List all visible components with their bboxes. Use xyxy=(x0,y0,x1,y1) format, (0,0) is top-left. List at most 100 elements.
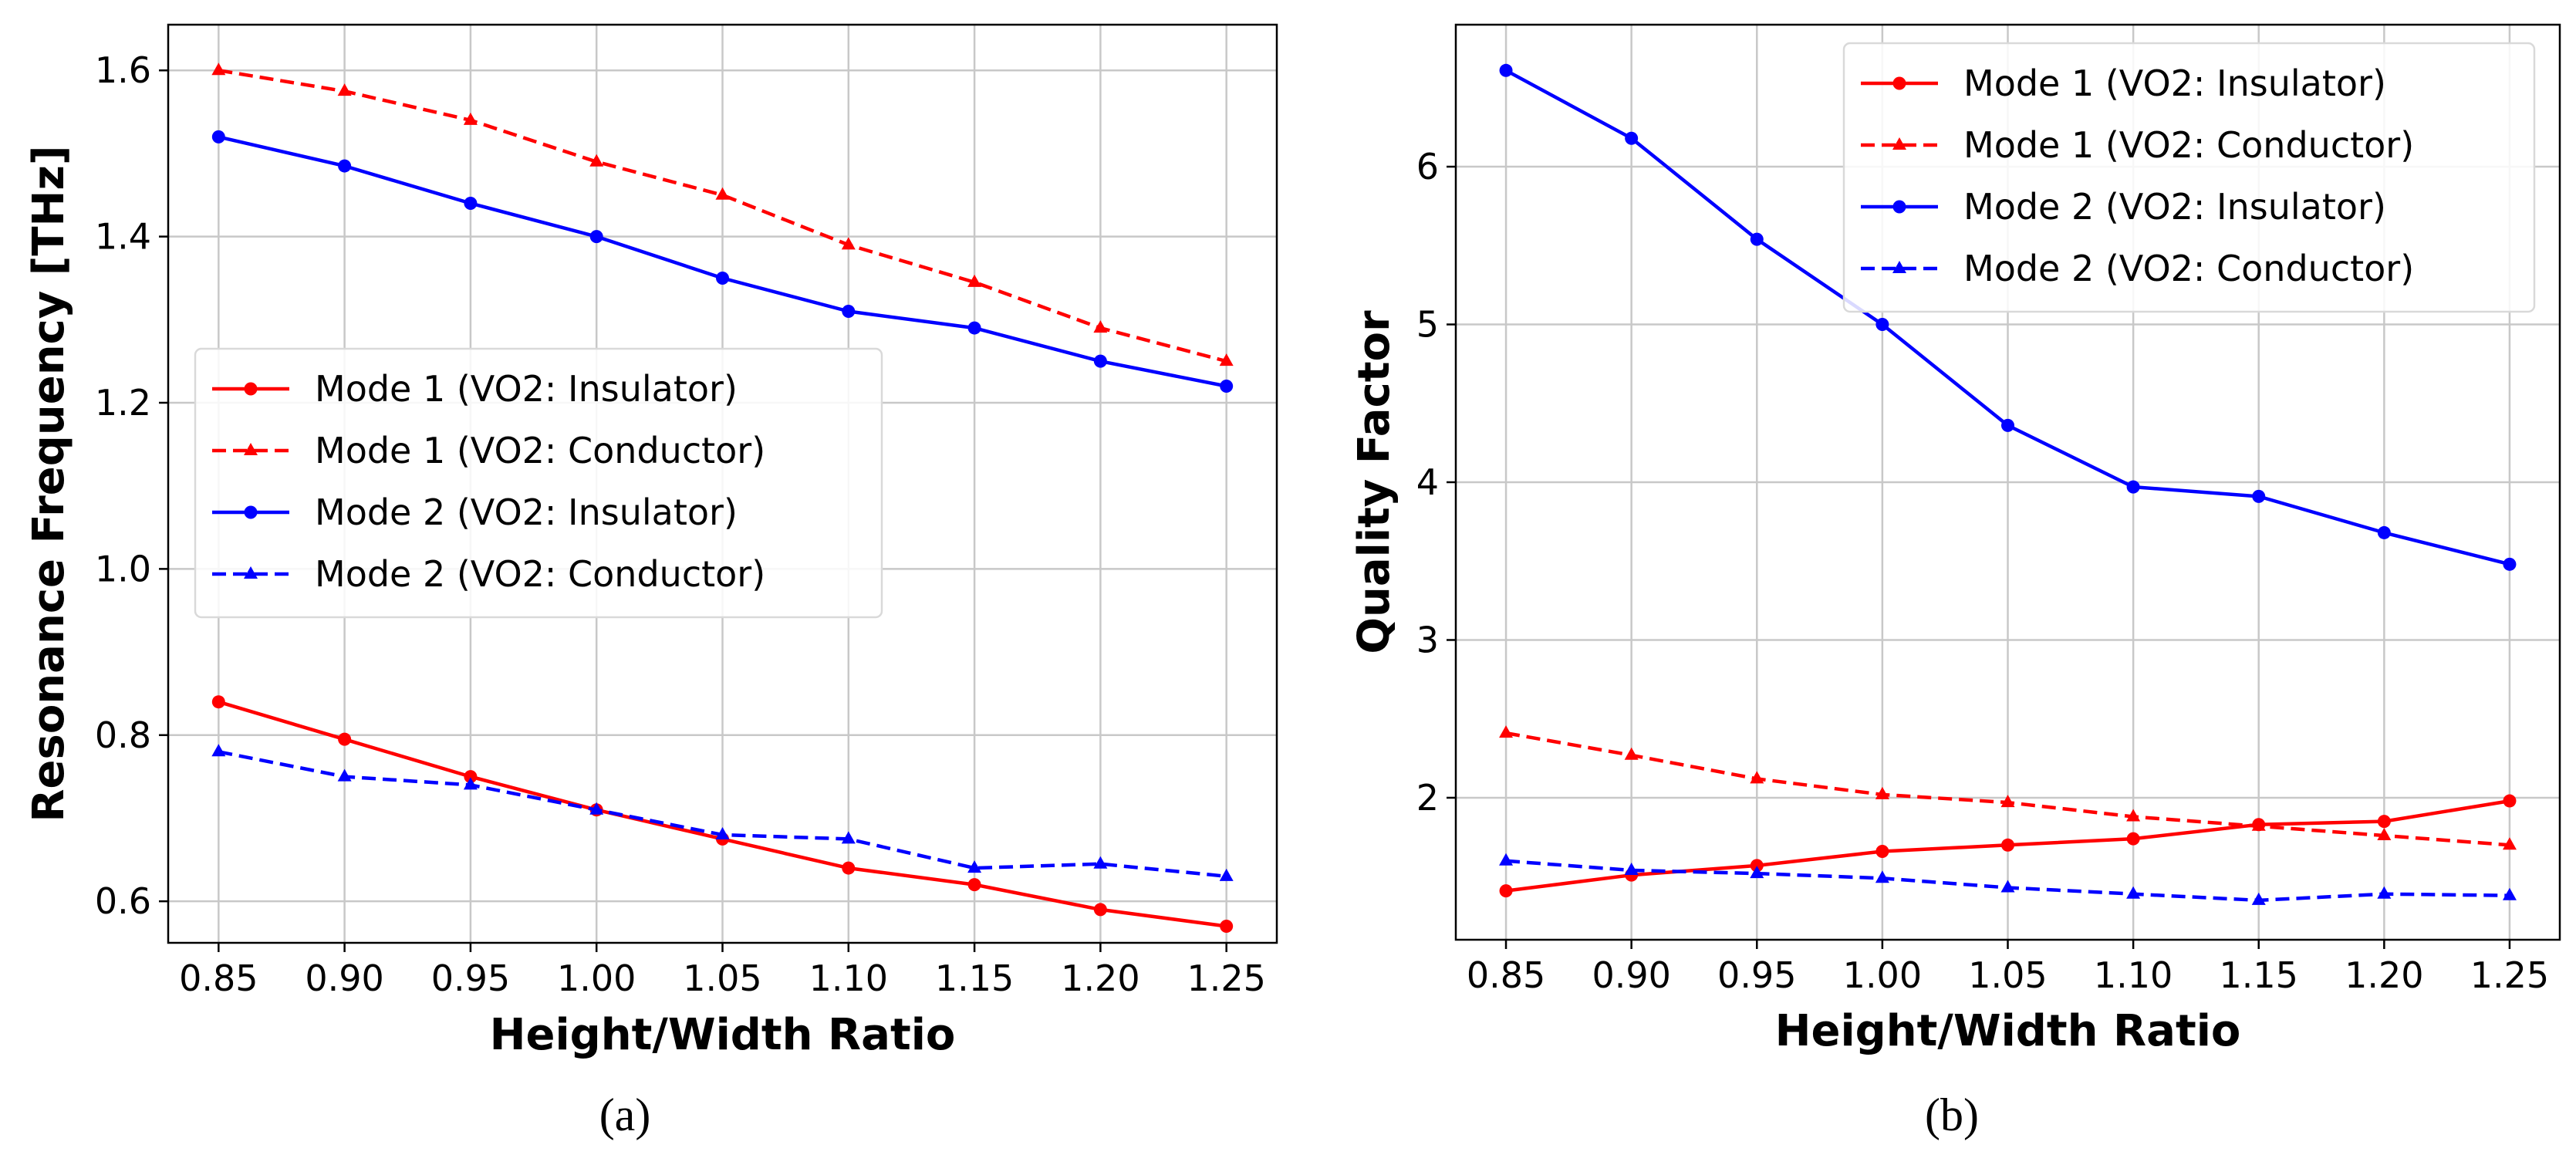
x-tick-label: 1.05 xyxy=(683,957,761,999)
data-point xyxy=(1220,919,1234,933)
y-tick-label: 1.0 xyxy=(95,548,151,589)
data-point xyxy=(2126,480,2140,494)
y-tick-label: 6 xyxy=(1416,146,1439,187)
data-point xyxy=(589,154,604,167)
data-point xyxy=(2126,832,2140,846)
x-tick-label: 0.90 xyxy=(1592,954,1670,996)
data-point xyxy=(842,305,856,319)
data-point xyxy=(211,62,226,76)
data-point xyxy=(2001,418,2014,432)
data-point xyxy=(715,187,730,200)
data-point xyxy=(1220,379,1234,393)
data-point xyxy=(464,197,478,211)
data-point xyxy=(1499,853,1514,866)
data-point xyxy=(2251,818,2266,831)
data-point xyxy=(1093,856,1108,869)
data-point xyxy=(337,83,352,96)
data-point xyxy=(338,159,352,173)
legend-box xyxy=(1842,42,2536,313)
data-point xyxy=(1624,747,1639,760)
legend-marker xyxy=(244,505,258,519)
legend-label: Mode 1 (VO2: Conductor) xyxy=(315,430,765,471)
data-point xyxy=(967,878,981,892)
data-point xyxy=(211,130,225,144)
y-tick-label: 2 xyxy=(1416,777,1439,819)
data-point xyxy=(841,831,856,844)
data-point xyxy=(1750,859,1764,873)
legend-marker xyxy=(244,566,258,579)
data-point xyxy=(2503,557,2517,571)
legend-label: Mode 1 (VO2: Insulator) xyxy=(315,368,738,410)
legend-marker xyxy=(1892,76,1906,90)
data-point xyxy=(1875,786,1889,799)
data-point xyxy=(338,732,352,746)
legend-marker xyxy=(1892,137,1906,150)
data-point xyxy=(2503,794,2517,808)
x-tick-label: 1.00 xyxy=(1843,954,1922,996)
data-point xyxy=(1624,863,1639,876)
chart-panel-a: 0.85 0.90 0.95 1.00 1.05 1.10 1.15 1.20 1.25 0.6 0… xyxy=(24,23,1278,1140)
data-point xyxy=(1750,866,1764,879)
y-tick-label: 5 xyxy=(1416,304,1439,346)
legend-marker xyxy=(1892,261,1906,273)
legend-label: Mode 2 (VO2: Insulator) xyxy=(315,491,738,533)
legend-marker xyxy=(244,382,258,396)
legend-label: Mode 2 (VO2: Conductor) xyxy=(1963,248,2414,289)
x-tick-label: 0.95 xyxy=(1717,954,1796,996)
data-point xyxy=(1750,771,1764,784)
x-tick-label: 1.00 xyxy=(557,957,636,999)
y-axis-label: Resonance Frequency [THz] xyxy=(24,145,74,822)
legend-label: Mode 1 (VO2: Insulator) xyxy=(1963,62,2386,104)
panel-label: (b) xyxy=(1925,1089,1979,1140)
data-point xyxy=(1093,354,1107,368)
data-point xyxy=(463,777,478,790)
data-point xyxy=(841,237,856,250)
x-tick-label: 0.90 xyxy=(305,957,383,999)
data-point xyxy=(2502,887,2517,900)
y-tick-label: 0.8 xyxy=(95,714,151,756)
legend: Mode 1 (VO2: Insulator) Mode 1 (VO2: Cond… xyxy=(194,347,883,619)
data-point xyxy=(715,827,730,839)
x-axis-label: Height/Width Ratio xyxy=(1775,1006,2241,1056)
x-tick-label: 1.20 xyxy=(1061,957,1139,999)
data-point xyxy=(967,274,982,287)
y-tick-label: 1.2 xyxy=(95,382,151,424)
data-point xyxy=(2377,525,2391,539)
data-point xyxy=(589,230,603,244)
x-tick-label: 1.05 xyxy=(1968,954,2047,996)
y-tick-label: 3 xyxy=(1416,619,1439,660)
plot-frame xyxy=(167,23,1278,944)
data-point xyxy=(2502,837,2517,850)
data-point xyxy=(1219,868,1234,881)
data-point xyxy=(967,321,981,335)
data-point xyxy=(337,768,352,782)
data-point xyxy=(2000,795,2015,808)
x-tick-label: 1.15 xyxy=(935,957,1014,999)
legend-label: Mode 1 (VO2: Conductor) xyxy=(1963,124,2414,166)
x-tick-label: 1.10 xyxy=(2094,954,2173,996)
data-point xyxy=(1093,320,1108,333)
data-point xyxy=(463,112,478,125)
data-point xyxy=(2377,815,2391,829)
data-point xyxy=(1499,884,1513,898)
data-point xyxy=(1499,725,1514,738)
x-tick-label: 1.25 xyxy=(2470,954,2549,996)
legend: Mode 1 (VO2: Insulator) Mode 1 (VO2: Cond… xyxy=(1842,42,2536,313)
panel-label: (a) xyxy=(599,1089,651,1140)
x-tick-label: 1.15 xyxy=(2220,954,2298,996)
data-point xyxy=(2252,489,2266,503)
data-point xyxy=(2126,886,2141,899)
x-tick-label: 0.85 xyxy=(179,957,258,999)
data-point xyxy=(2251,892,2266,905)
data-point xyxy=(2001,838,2014,852)
y-tick-label: 1.6 xyxy=(95,49,151,91)
data-point xyxy=(211,695,225,709)
data-point xyxy=(211,744,226,757)
data-point xyxy=(1750,232,1764,246)
data-point xyxy=(1875,870,1889,883)
x-tick-label: 1.25 xyxy=(1187,957,1265,999)
legend-marker xyxy=(1892,200,1906,214)
y-tick-label: 4 xyxy=(1416,461,1439,503)
x-tick-label: 1.10 xyxy=(809,957,888,999)
